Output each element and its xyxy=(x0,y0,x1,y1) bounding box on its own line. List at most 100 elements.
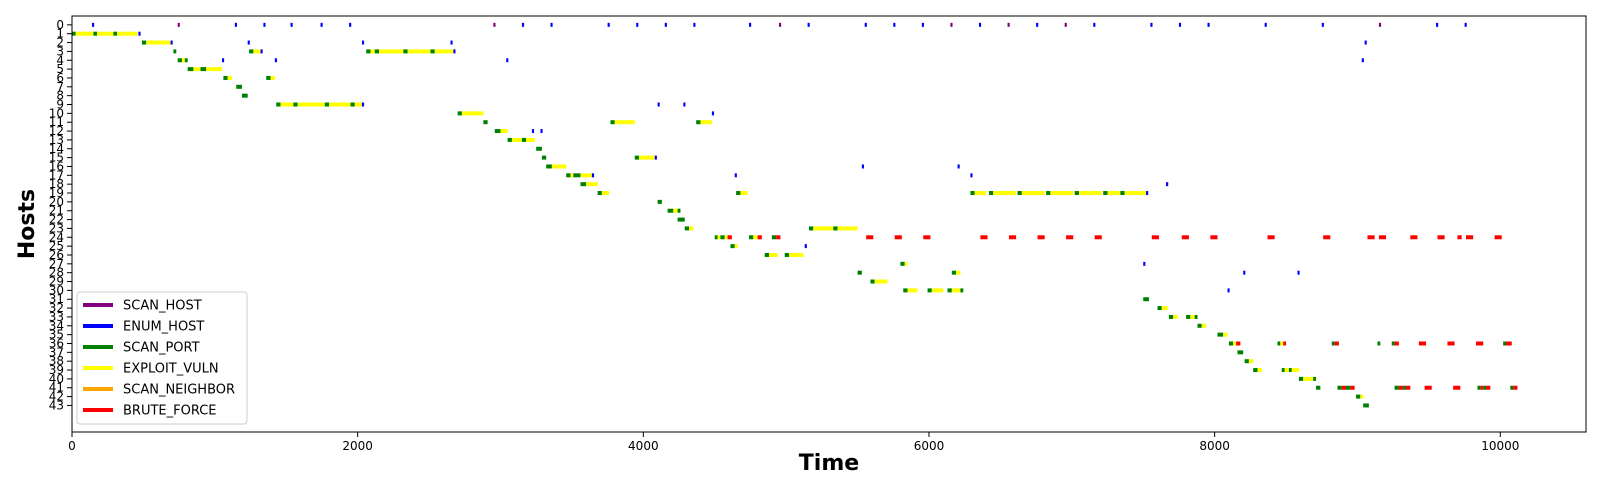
action-bar-enum-host xyxy=(636,22,639,27)
action-bar-brute-force xyxy=(1480,385,1484,390)
action-bar-scan-port xyxy=(1377,341,1381,346)
action-bar-scan-port xyxy=(900,261,905,266)
action-bar-brute-force xyxy=(1350,385,1355,390)
action-bar-enum-host xyxy=(683,102,686,107)
action-bar-scan-port xyxy=(960,288,964,293)
action-bar-enum-host xyxy=(804,244,807,249)
y-tick-label: 27 xyxy=(49,257,64,271)
action-bar-enum-host xyxy=(664,22,667,27)
action-bar-exploit-vuln xyxy=(1190,314,1195,319)
action-bar-brute-force xyxy=(776,235,781,240)
action-bar-scan-port xyxy=(1298,376,1304,381)
action-bar-scan-port xyxy=(521,137,527,142)
action-bar-scan-port xyxy=(236,84,242,89)
action-bar-exploit-vuln xyxy=(874,279,888,284)
action-bar-enum-host xyxy=(1166,182,1169,187)
action-bar-exploit-vuln xyxy=(1284,368,1289,373)
action-bar-exploit-vuln xyxy=(769,252,778,257)
legend: SCAN_HOST ENUM_HOST SCAN_PORT EXPLOIT_VULN S… xyxy=(76,291,248,425)
action-bar-scan-port xyxy=(141,40,147,45)
x-tick-label: 6000 xyxy=(914,439,945,453)
action-bar-scan-port xyxy=(667,208,674,213)
action-bar-exploit-vuln xyxy=(500,129,508,134)
action-bar-enum-host xyxy=(1178,22,1182,27)
action-bar-scan-port xyxy=(93,31,97,36)
action-bar-brute-force xyxy=(1378,235,1387,240)
action-bar-scan-port xyxy=(177,58,182,63)
action-bar-exploit-vuln xyxy=(1257,368,1262,373)
action-bar-exploit-vuln xyxy=(734,244,738,249)
action-bar-brute-force xyxy=(1181,235,1189,240)
action-bar-scan-port xyxy=(947,288,952,293)
action-bar-scan-port xyxy=(241,93,248,98)
action-bar-exploit-vuln xyxy=(1021,191,1045,196)
action-bar-exploit-vuln xyxy=(974,191,987,196)
action-bar-enum-host xyxy=(978,22,982,27)
action-bar-scan-host xyxy=(493,22,496,27)
action-bar-brute-force xyxy=(1398,385,1404,390)
action-bar-enum-host xyxy=(1436,22,1439,27)
action-bar-exploit-vuln xyxy=(551,164,567,169)
action-bar-scan-port xyxy=(430,49,435,54)
action-bar-exploit-vuln xyxy=(586,182,598,187)
action-bar-scan-port xyxy=(187,67,194,72)
action-bar-scan-port xyxy=(1197,323,1202,328)
action-bar-exploit-vuln xyxy=(837,226,858,231)
action-bar-exploit-vuln xyxy=(75,31,94,36)
action-bar-scan-port xyxy=(1477,385,1481,390)
action-bar-exploit-vuln xyxy=(1201,323,1207,328)
action-bar-enum-host xyxy=(1146,191,1149,196)
action-bar-exploit-vuln xyxy=(407,49,431,54)
action-bar-scan-port xyxy=(1277,341,1281,346)
y-tick-label: 15 xyxy=(49,151,64,165)
action-bar-scan-port xyxy=(1403,385,1407,390)
y-tick-label: 34 xyxy=(49,319,64,333)
action-bar-scan-port xyxy=(696,120,701,125)
y-tick-label: 13 xyxy=(49,133,64,147)
action-bar-scan-port xyxy=(350,102,355,107)
x-tick-label: 4000 xyxy=(628,439,659,453)
action-bar-enum-host xyxy=(1150,22,1153,27)
action-bar-scan-port xyxy=(276,102,281,107)
action-bar-scan-port xyxy=(507,137,512,142)
action-bar-scan-port xyxy=(541,155,547,160)
action-bar-scan-port xyxy=(536,146,542,151)
y-axis: 0123456789101112131415161718192021222324… xyxy=(49,18,72,412)
action-bar-scan-port xyxy=(927,288,932,293)
action-bar-scan-port xyxy=(1313,376,1317,381)
action-bar-scan-port xyxy=(366,49,371,54)
action-bar-enum-host xyxy=(657,102,660,107)
action-bar-scan-port xyxy=(1120,191,1125,196)
action-bar-enum-host xyxy=(361,102,365,107)
action-bar-enum-host xyxy=(921,22,924,27)
action-bar-exploit-vuln xyxy=(146,40,171,45)
action-bar-scan-port xyxy=(546,164,552,169)
action-bar-enum-host xyxy=(263,22,266,27)
action-bar-exploit-vuln xyxy=(1161,306,1168,311)
action-bar-scan-port xyxy=(1074,191,1079,196)
action-bar-scan-port xyxy=(833,226,838,231)
action-bar-enum-host xyxy=(1364,40,1367,45)
action-bars xyxy=(72,22,1518,408)
action-bar-scan-port xyxy=(1194,314,1198,319)
action-bar-enum-host xyxy=(221,58,225,63)
action-bar-brute-force xyxy=(1367,235,1375,240)
y-tick-label: 26 xyxy=(49,248,64,262)
action-bar-scan-port xyxy=(684,226,690,231)
action-bar-exploit-vuln xyxy=(1233,341,1237,346)
action-bar-enum-host xyxy=(1464,22,1467,27)
action-bar-brute-force xyxy=(1037,235,1045,240)
y-tick-label: 6 xyxy=(56,71,64,85)
action-bar-scan-port xyxy=(1168,314,1174,319)
y-tick-label: 22 xyxy=(49,213,64,227)
action-bar-enum-host xyxy=(320,22,323,27)
action-bar-exploit-vuln xyxy=(1124,191,1147,196)
action-bar-exploit-vuln xyxy=(813,226,834,231)
action-bar-exploit-vuln xyxy=(1360,394,1364,399)
action-bar-exploit-vuln xyxy=(1248,359,1254,364)
action-bar-brute-force xyxy=(1476,341,1484,346)
action-bar-exploit-vuln xyxy=(97,31,114,36)
action-bar-scan-port xyxy=(634,155,640,160)
legend-label-scan-port: SCAN_PORT xyxy=(123,341,200,356)
action-bar-enum-host xyxy=(1093,22,1096,27)
